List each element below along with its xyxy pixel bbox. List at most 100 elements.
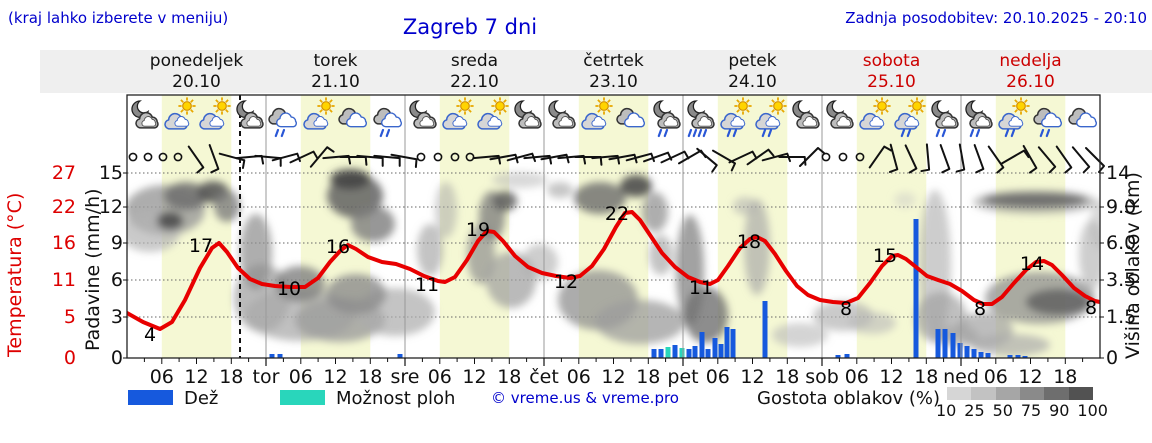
copyright-link[interactable]: © vreme.us & vreme.pro bbox=[491, 389, 679, 407]
svg-text:0: 0 bbox=[111, 347, 123, 369]
svg-text:06: 06 bbox=[984, 366, 1008, 388]
svg-text:15: 15 bbox=[873, 245, 897, 267]
svg-text:10: 10 bbox=[277, 278, 301, 300]
weather-icon-sun-cloud-rain bbox=[717, 97, 753, 143]
svg-text:11: 11 bbox=[52, 269, 76, 291]
svg-text:0: 0 bbox=[1106, 347, 1118, 369]
day-date: 25.10 bbox=[867, 72, 916, 92]
density-scale-segment-50 bbox=[995, 387, 1020, 400]
page-title: Zagreb 7 dni bbox=[402, 15, 538, 39]
day-date: 22.10 bbox=[450, 72, 499, 92]
legend-row: Dež Možnost ploh © vreme.us & vreme.pro … bbox=[0, 387, 1152, 428]
svg-text:3: 3 bbox=[111, 306, 123, 328]
weather-icon-sun-cloud-rain bbox=[752, 97, 788, 143]
day-date: 20.10 bbox=[172, 72, 221, 92]
svg-text:pet: pet bbox=[667, 366, 698, 388]
weather-icon-sun-cloud bbox=[300, 97, 336, 143]
svg-text:0: 0 bbox=[64, 347, 76, 369]
weather-icon-sun-cloud bbox=[196, 97, 232, 143]
day-name: četrtek bbox=[583, 51, 644, 71]
last-update-text: Zadnja posodobitev: 20.10.2025 - 20:10 bbox=[845, 9, 1147, 27]
svg-text:16: 16 bbox=[52, 232, 76, 254]
svg-text:06: 06 bbox=[150, 366, 174, 388]
svg-text:12: 12 bbox=[323, 366, 347, 388]
weather-icon-clouds-rain bbox=[1030, 97, 1066, 143]
svg-text:22: 22 bbox=[605, 203, 629, 225]
svg-text:12: 12 bbox=[554, 271, 578, 293]
density-scale-value: 75 bbox=[1020, 401, 1042, 420]
weather-icon-sun-cloud-rain bbox=[891, 97, 927, 143]
menu-hint-text: (kraj lahko izberete v meniju) bbox=[8, 9, 229, 27]
svg-text:9.0: 9.0 bbox=[1106, 196, 1136, 218]
svg-text:14: 14 bbox=[1106, 162, 1130, 184]
weather-icon-moon-cloud-rain bbox=[960, 97, 996, 143]
svg-text:4: 4 bbox=[144, 324, 156, 346]
svg-text:06: 06 bbox=[845, 366, 869, 388]
svg-text:22: 22 bbox=[52, 196, 76, 218]
svg-text:19: 19 bbox=[466, 219, 490, 241]
svg-text:27: 27 bbox=[52, 162, 76, 184]
weather-icon-moon-cloud bbox=[404, 97, 440, 143]
density-scale-segment-25 bbox=[971, 387, 996, 400]
weather-icon-moon-cloud bbox=[543, 97, 579, 143]
svg-text:06: 06 bbox=[567, 366, 591, 388]
svg-text:18: 18 bbox=[914, 366, 938, 388]
svg-text:06: 06 bbox=[428, 366, 452, 388]
weather-icon-clouds-rain bbox=[265, 97, 301, 143]
day-name: nedelja bbox=[999, 51, 1062, 71]
day-name: petek bbox=[728, 51, 777, 71]
day-header-petek: petek 24.10 bbox=[683, 51, 822, 93]
svg-text:18: 18 bbox=[775, 366, 799, 388]
svg-text:06: 06 bbox=[706, 366, 730, 388]
day-header-sreda: sreda 22.10 bbox=[405, 51, 544, 93]
day-name: ponedeljek bbox=[149, 51, 244, 71]
svg-text:18: 18 bbox=[358, 366, 382, 388]
weather-icon-sun-cloud bbox=[439, 97, 475, 143]
rain-legend-label: Dež bbox=[180, 388, 223, 409]
weather-icon-moon-cloud bbox=[787, 97, 823, 143]
shower-legend-label: Možnost ploh bbox=[332, 388, 460, 409]
svg-text:15: 15 bbox=[99, 162, 123, 184]
svg-text:sre: sre bbox=[391, 366, 420, 388]
svg-text:9: 9 bbox=[111, 232, 123, 254]
weather-icon-clouds bbox=[335, 97, 371, 143]
weather-icon-sun-cloud bbox=[474, 97, 510, 143]
density-scale-segment-100 bbox=[1068, 387, 1093, 400]
density-scale-value: 90 bbox=[1049, 401, 1070, 420]
weather-icon-sun-cloud bbox=[856, 97, 892, 143]
density-scale-value: 100 bbox=[1077, 401, 1108, 420]
weather-icon-moon-cloud-rain bbox=[926, 97, 962, 143]
weather-icon-moon-cloud-rain bbox=[648, 97, 684, 143]
svg-text:14: 14 bbox=[1020, 253, 1044, 275]
svg-text:12: 12 bbox=[601, 366, 625, 388]
weather-icon-clouds-rain bbox=[370, 97, 406, 143]
svg-text:18: 18 bbox=[636, 366, 660, 388]
svg-text:6.0: 6.0 bbox=[1106, 232, 1136, 254]
svg-text:12: 12 bbox=[879, 366, 903, 388]
day-header-nedelja: nedelja 26.10 bbox=[961, 51, 1100, 93]
day-name: sobota bbox=[862, 51, 921, 71]
density-scale-segment-90 bbox=[1044, 387, 1069, 400]
day-name: sreda bbox=[450, 51, 499, 71]
cloud-density-scale bbox=[947, 387, 1093, 400]
day-date: 26.10 bbox=[1006, 72, 1055, 92]
svg-text:8: 8 bbox=[1085, 297, 1097, 319]
density-scale-segment-75 bbox=[1019, 387, 1045, 400]
day-header-torek: torek 21.10 bbox=[266, 51, 405, 93]
svg-text:3.5: 3.5 bbox=[1106, 269, 1136, 291]
svg-text:11: 11 bbox=[415, 274, 439, 296]
weather-icon-moon-cloud bbox=[231, 97, 267, 143]
day-date: 21.10 bbox=[311, 72, 360, 92]
weather-icon-sun-cloud-rain bbox=[995, 97, 1031, 143]
day-header-band bbox=[40, 50, 1152, 93]
svg-text:sob: sob bbox=[805, 366, 839, 388]
svg-text:5: 5 bbox=[64, 306, 76, 328]
cloud-density-legend-label: Gostota oblakov (%) bbox=[757, 388, 941, 409]
density-scale-segment-10 bbox=[947, 387, 972, 400]
svg-text:1.5: 1.5 bbox=[1106, 306, 1136, 328]
shower-legend-swatch bbox=[280, 390, 325, 405]
day-name: torek bbox=[313, 51, 358, 71]
weather-icon-moon-cloud bbox=[126, 97, 162, 143]
